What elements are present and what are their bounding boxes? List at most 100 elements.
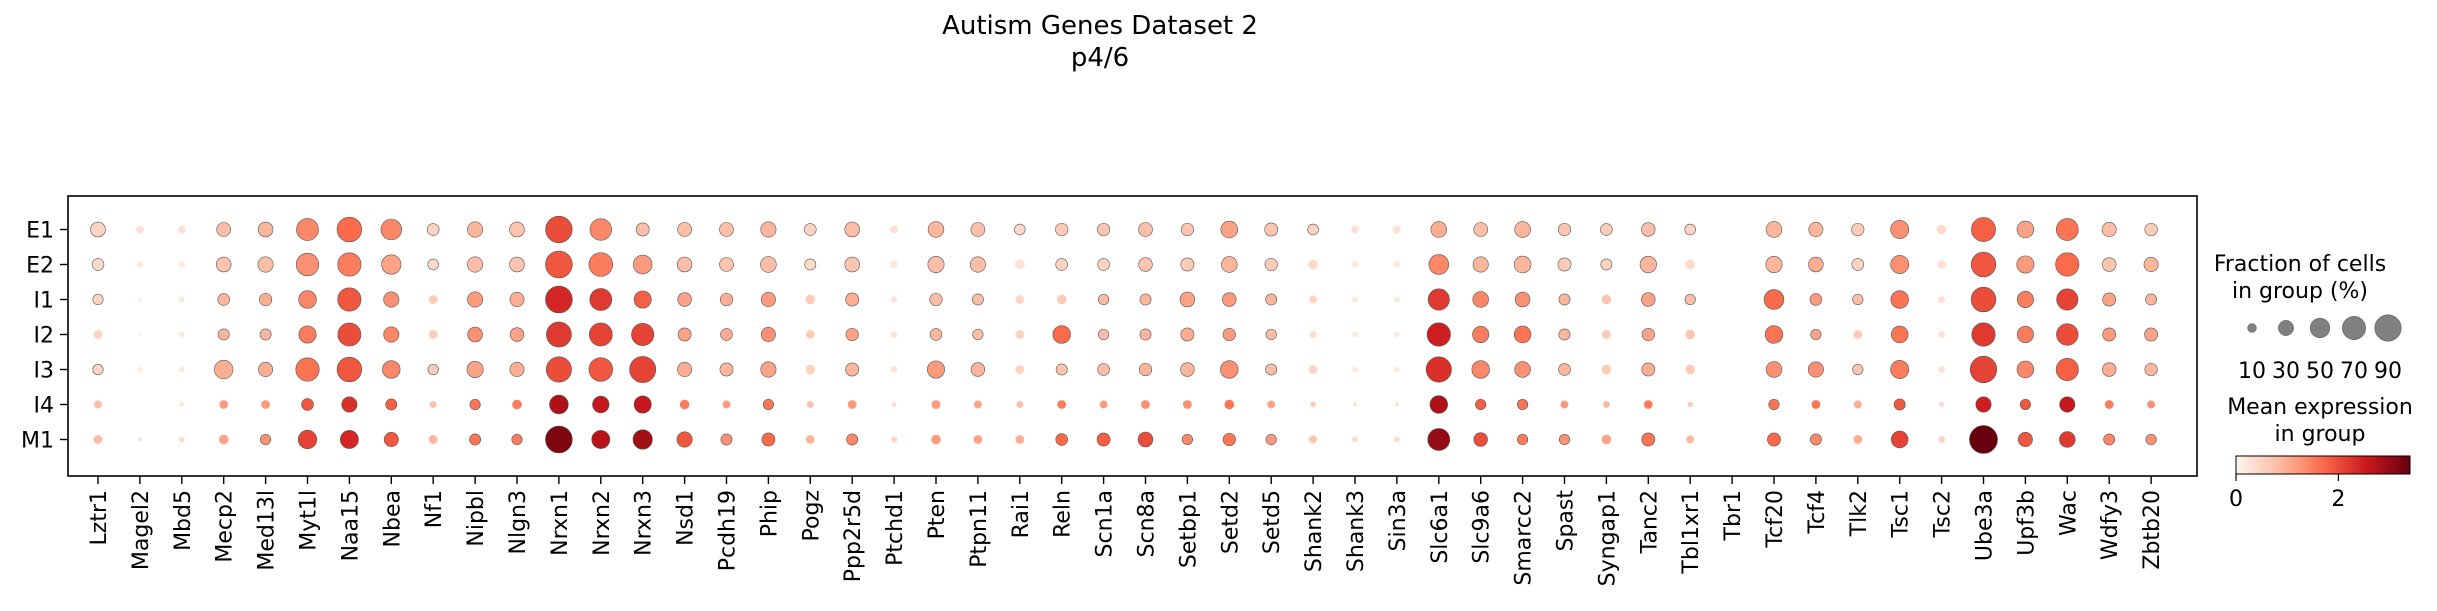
dot-I2-Nsd1 [677, 327, 692, 342]
dot-E2-Setbp1 [1180, 257, 1195, 272]
y-tick-label-I2: I2 [34, 324, 55, 349]
dot-M1-Ptpn11 [973, 435, 983, 444]
dot-I1-Lztr1 [92, 293, 104, 306]
dot-E1-Rai1 [1014, 223, 1026, 236]
dot-I4-Nrxn1 [549, 394, 569, 415]
size-legend-dot-10 [2247, 323, 2257, 333]
x-tick-label-Wdfy3: Wdfy3 [2098, 490, 2123, 560]
dot-I3-Reln [1055, 363, 1068, 376]
dot-I2-Tanc2 [1641, 327, 1655, 342]
dot-I2-Reln [1052, 325, 1071, 344]
size-legend-title-line1: Fraction of cells [2214, 252, 2386, 277]
x-tick-label-Pten: Pten [925, 490, 950, 539]
dot-I3-Rai1 [1015, 365, 1025, 374]
dot-E1-Myt1l [296, 218, 319, 241]
dot-layer [90, 215, 2159, 454]
dot-E2-Mecp2 [215, 256, 232, 273]
dot-I1-Upf3b [2016, 291, 2034, 308]
dot-I2-Scn1a [1098, 328, 1110, 341]
dot-M1-Slc9a6 [1473, 432, 1488, 447]
dot-I4-Phip [762, 398, 774, 411]
dot-E2-Setd5 [1264, 257, 1278, 272]
dot-E2-Scn8a [1138, 257, 1153, 272]
x-tick-label-Sin3a: Sin3a [1386, 490, 1411, 552]
dot-I4-Tcf20 [1768, 398, 1780, 411]
color-legend-title-line1: Mean expression [2227, 395, 2413, 420]
x-tick-label-Tanc2: Tanc2 [1637, 490, 1662, 554]
dot-M1-Upf3b [2017, 432, 2033, 447]
dot-I1-Rai1 [1015, 295, 1025, 304]
dot-E2-Smarcc2 [1513, 255, 1532, 274]
dot-I4-Rai1 [1016, 401, 1024, 408]
dot-M1-Tlk2 [1853, 435, 1863, 444]
x-tick-label-Wac: Wac [2056, 490, 2081, 536]
dot-I2-Nrxn1 [546, 321, 572, 348]
dot-M1-Tcf4 [1810, 433, 1822, 446]
dot-I3-Magel2 [137, 367, 143, 372]
dot-I1-Nrxn3 [633, 290, 652, 309]
dot-E1-Smarcc2 [1514, 221, 1531, 238]
x-tick-label-Setd5: Setd5 [1260, 490, 1285, 554]
dot-I4-Myt1l [301, 398, 314, 411]
dot-E2-Tbl1xr1 [1685, 259, 1696, 270]
x-tick-label-Tcf4: Tcf4 [1805, 490, 1830, 535]
dot-M1-Wac [2059, 431, 2076, 448]
dot-I1-Tbl1xr1 [1684, 293, 1696, 306]
dot-E2-Slc9a6 [1472, 256, 1489, 273]
dot-I1-Nsd1 [677, 292, 692, 307]
dot-I1-Magel2 [137, 297, 142, 302]
dot-E2-Nlgn3 [509, 256, 525, 273]
dot-I1-Tcf20 [1763, 289, 1785, 310]
dot-M1-Tbl1xr1 [1686, 435, 1695, 444]
dot-I2-Nlgn3 [509, 327, 525, 342]
dot-I3-Tbl1xr1 [1685, 364, 1696, 375]
dot-I3-Ppp2r5d [845, 362, 860, 377]
dot-I3-Scn8a [1138, 362, 1153, 377]
colorbar-tick-label-2: 2 [2331, 487, 2345, 512]
dot-I1-Nrxn2 [589, 288, 613, 311]
dot-E2-Tlk2 [1851, 258, 1865, 271]
dot-I4-Spast [1560, 400, 1569, 409]
dot-E2-Shank3 [1351, 261, 1359, 268]
dot-E2-Naa15 [337, 252, 362, 277]
dot-I4-Sin3a [1394, 402, 1399, 407]
dot-M1-Syngap1 [1601, 434, 1612, 445]
dot-E1-Magel2 [135, 225, 144, 234]
dot-I2-Tsc1 [1890, 325, 1909, 344]
dot-M1-Shank2 [1309, 435, 1318, 444]
dot-E1-Spast [1557, 222, 1572, 237]
dot-I2-Ube3a [1971, 322, 1996, 347]
x-tick-label-Naa15: Naa15 [338, 490, 363, 561]
dot-I1-Mbd5 [179, 296, 185, 303]
dot-M1-Mbd5 [179, 436, 185, 443]
dot-I4-Wdfy3 [2104, 400, 2114, 409]
dot-I1-Syngap1 [1601, 294, 1612, 305]
dot-I4-Nlgn3 [512, 399, 522, 410]
dot-I1-Setd2 [1222, 292, 1237, 307]
dot-I2-Slc6a1 [1426, 322, 1451, 347]
dot-E2-Wac [2055, 252, 2080, 277]
color-legend-title-line2: in group [2275, 422, 2366, 447]
chart-title: Autism Genes Dataset 2 [942, 11, 1258, 41]
dot-M1-Tsc2 [1938, 436, 1946, 443]
dot-M1-Tanc2 [1641, 432, 1656, 447]
x-tick-label-Zbtb20: Zbtb20 [2140, 490, 2165, 570]
dot-I3-Ptchd1 [890, 366, 898, 373]
x-tick-label-Mbd5: Mbd5 [171, 490, 196, 551]
dot-I2-Scn8a [1139, 328, 1152, 341]
dot-I3-Mbd5 [179, 366, 185, 373]
dot-I4-Mecp2 [219, 400, 229, 409]
x-tick-label-Scn8a: Scn8a [1135, 490, 1160, 557]
dot-I2-Magel2 [138, 333, 142, 336]
size-legend-dot-70 [2342, 316, 2366, 340]
x-tick-label-Tcf20: Tcf20 [1763, 490, 1788, 549]
dot-I1-Nf1 [428, 295, 438, 304]
x-tick-label-Nsd1: Nsd1 [674, 490, 699, 546]
dot-I4-Setd2 [1224, 399, 1235, 410]
dot-I3-Phip [760, 361, 777, 378]
x-tick-label-Slc9a6: Slc9a6 [1470, 490, 1495, 564]
dot-M1-Pogz [805, 435, 815, 444]
dot-I4-Scn8a [1141, 400, 1150, 409]
x-tick-label-Pogz: Pogz [799, 490, 824, 541]
